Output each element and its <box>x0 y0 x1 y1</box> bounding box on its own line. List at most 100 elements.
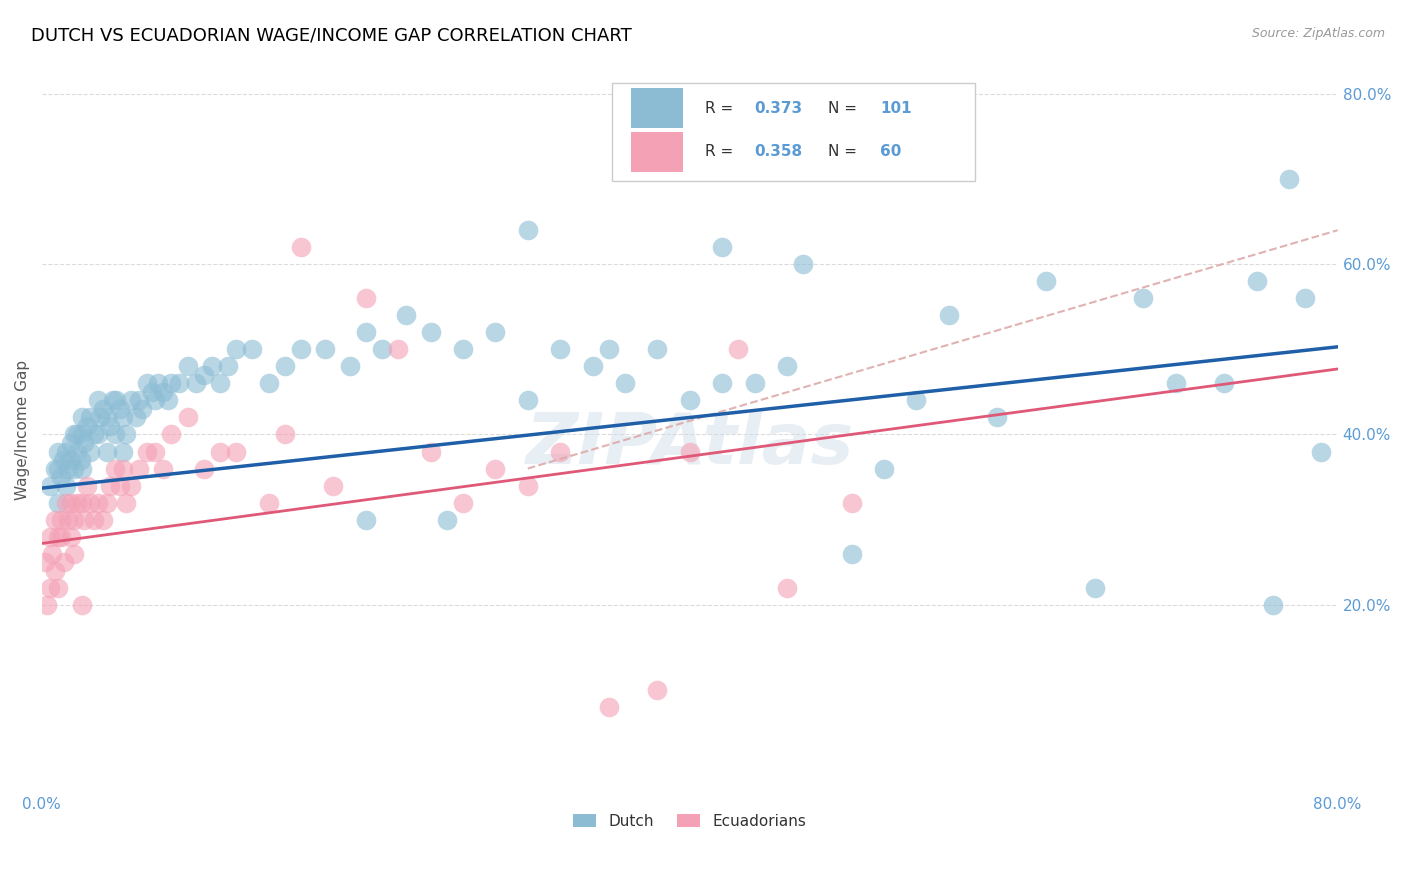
Point <box>841 495 863 509</box>
Point <box>87 427 110 442</box>
Point <box>938 309 960 323</box>
Point <box>34 555 56 569</box>
Point <box>136 376 159 391</box>
Point <box>52 453 75 467</box>
Point <box>66 427 89 442</box>
Point <box>38 581 60 595</box>
Point <box>387 343 409 357</box>
Point <box>72 598 94 612</box>
Point <box>108 401 131 416</box>
Point <box>98 478 121 492</box>
Point <box>46 530 69 544</box>
Point <box>986 410 1008 425</box>
Point <box>314 343 336 357</box>
Point <box>160 376 183 391</box>
Point <box>711 240 734 254</box>
Point <box>242 343 264 357</box>
Point <box>105 393 128 408</box>
Point <box>83 427 105 442</box>
Point <box>108 478 131 492</box>
Point <box>72 427 94 442</box>
Point <box>841 155 863 169</box>
Point <box>225 343 247 357</box>
Text: DUTCH VS ECUADORIAN WAGE/INCOME GAP CORRELATION CHART: DUTCH VS ECUADORIAN WAGE/INCOME GAP CORR… <box>31 27 631 45</box>
Point <box>79 410 101 425</box>
Point <box>120 393 142 408</box>
Point <box>59 453 82 467</box>
Point <box>548 343 571 357</box>
Point <box>79 444 101 458</box>
Point <box>484 326 506 340</box>
Point <box>66 495 89 509</box>
Bar <box>631 132 683 171</box>
Point <box>83 513 105 527</box>
Point <box>111 461 134 475</box>
Point <box>1294 291 1316 305</box>
Point <box>98 419 121 434</box>
Point <box>1084 581 1107 595</box>
Point <box>101 393 124 408</box>
Point <box>613 376 636 391</box>
Point <box>87 495 110 509</box>
FancyBboxPatch shape <box>612 83 974 181</box>
Point <box>56 513 79 527</box>
Point <box>73 436 96 450</box>
Point <box>647 682 669 697</box>
Point <box>581 359 603 374</box>
Point <box>44 564 66 578</box>
Legend: Dutch, Ecuadorians: Dutch, Ecuadorians <box>568 807 813 835</box>
Point <box>339 359 361 374</box>
Point <box>193 461 215 475</box>
Point <box>176 359 198 374</box>
Point <box>792 257 814 271</box>
Point <box>72 495 94 509</box>
Point <box>873 461 896 475</box>
Point <box>1278 172 1301 186</box>
Point <box>290 343 312 357</box>
Point <box>598 343 620 357</box>
Point <box>89 410 111 425</box>
Text: ZIPAtlas: ZIPAtlas <box>526 410 853 479</box>
Point <box>274 427 297 442</box>
Point <box>96 410 118 425</box>
Point <box>193 368 215 382</box>
Point <box>63 547 86 561</box>
Point <box>51 513 73 527</box>
Text: N =: N = <box>828 101 862 116</box>
Point <box>63 461 86 475</box>
Point <box>46 461 69 475</box>
Point <box>56 461 79 475</box>
Point <box>115 427 138 442</box>
Point <box>104 427 127 442</box>
Point <box>111 444 134 458</box>
Y-axis label: Wage/Income Gap: Wage/Income Gap <box>15 360 30 500</box>
Point <box>87 393 110 408</box>
Point <box>143 393 166 408</box>
Point <box>516 393 538 408</box>
Point <box>169 376 191 391</box>
Point <box>136 444 159 458</box>
Point <box>128 393 150 408</box>
Point <box>46 444 69 458</box>
Point <box>41 547 63 561</box>
Point <box>1246 274 1268 288</box>
Point <box>257 376 280 391</box>
Point <box>93 513 115 527</box>
Point <box>44 513 66 527</box>
Point <box>111 410 134 425</box>
Point <box>290 240 312 254</box>
Point <box>371 343 394 357</box>
Point <box>1164 376 1187 391</box>
Point <box>93 401 115 416</box>
Point <box>679 393 702 408</box>
Point <box>516 478 538 492</box>
Point <box>120 478 142 492</box>
Point <box>1035 274 1057 288</box>
Point <box>131 401 153 416</box>
Point <box>148 376 170 391</box>
Point <box>51 470 73 484</box>
Point <box>322 478 344 492</box>
Point <box>55 478 77 492</box>
Point <box>354 513 377 527</box>
Point <box>79 495 101 509</box>
